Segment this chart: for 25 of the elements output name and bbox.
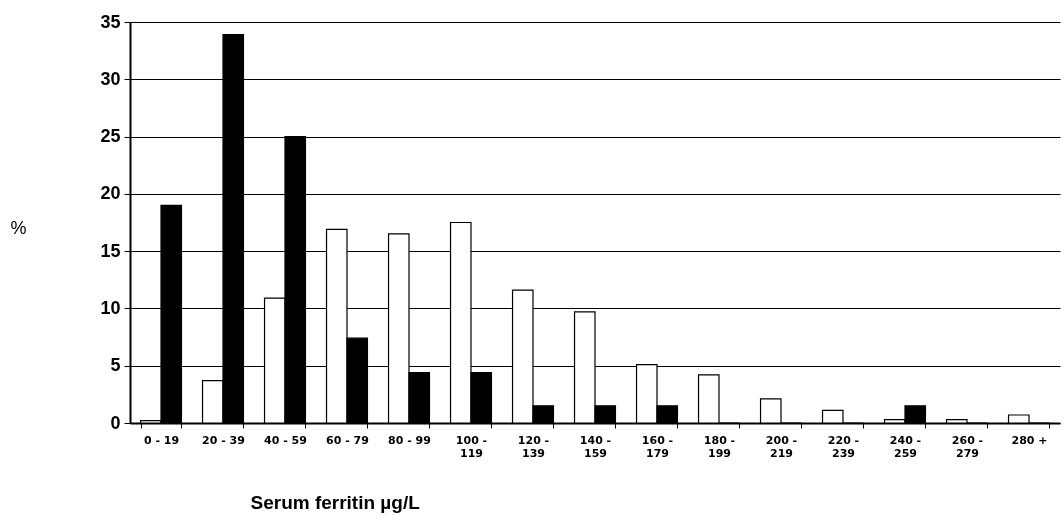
x-tick-label: 240 - 259	[889, 433, 922, 460]
y-tick-label: 5	[110, 355, 121, 376]
x-tick-label: 80 - 99	[388, 433, 431, 447]
y-tick-label: 25	[100, 126, 121, 147]
x-tick-label: 220 - 239	[827, 433, 860, 460]
x-tick-label: 60 - 79	[326, 433, 369, 447]
x-tick-label: 160 - 179	[641, 433, 674, 460]
y-axis-title: %	[10, 217, 27, 238]
y-tick-label: 20	[100, 183, 121, 204]
y-tick-label: 35	[100, 11, 121, 32]
x-tick-label: 100 - 119	[455, 433, 488, 460]
y-tick-label: 30	[100, 68, 121, 89]
x-tick-label: 180 - 199	[703, 433, 736, 460]
x-tick-label: 40 - 59	[264, 433, 307, 447]
x-tick-label: 120 - 139	[517, 433, 550, 460]
x-axis-title: Serum ferritin µg/L	[250, 491, 421, 513]
y-tick-label: 15	[100, 240, 121, 261]
y-tick-label: 0	[110, 412, 121, 433]
x-tick-label: 200 - 219	[765, 433, 798, 460]
x-tick-label: 0 - 19	[143, 433, 180, 447]
x-tick-label: 140 - 159	[579, 433, 612, 460]
y-tick-label: 10	[100, 297, 121, 318]
x-tick-label: 280 +	[1011, 433, 1048, 447]
x-tick-label: 260 - 279	[951, 433, 984, 460]
x-tick-label: 20 - 39	[202, 433, 245, 447]
